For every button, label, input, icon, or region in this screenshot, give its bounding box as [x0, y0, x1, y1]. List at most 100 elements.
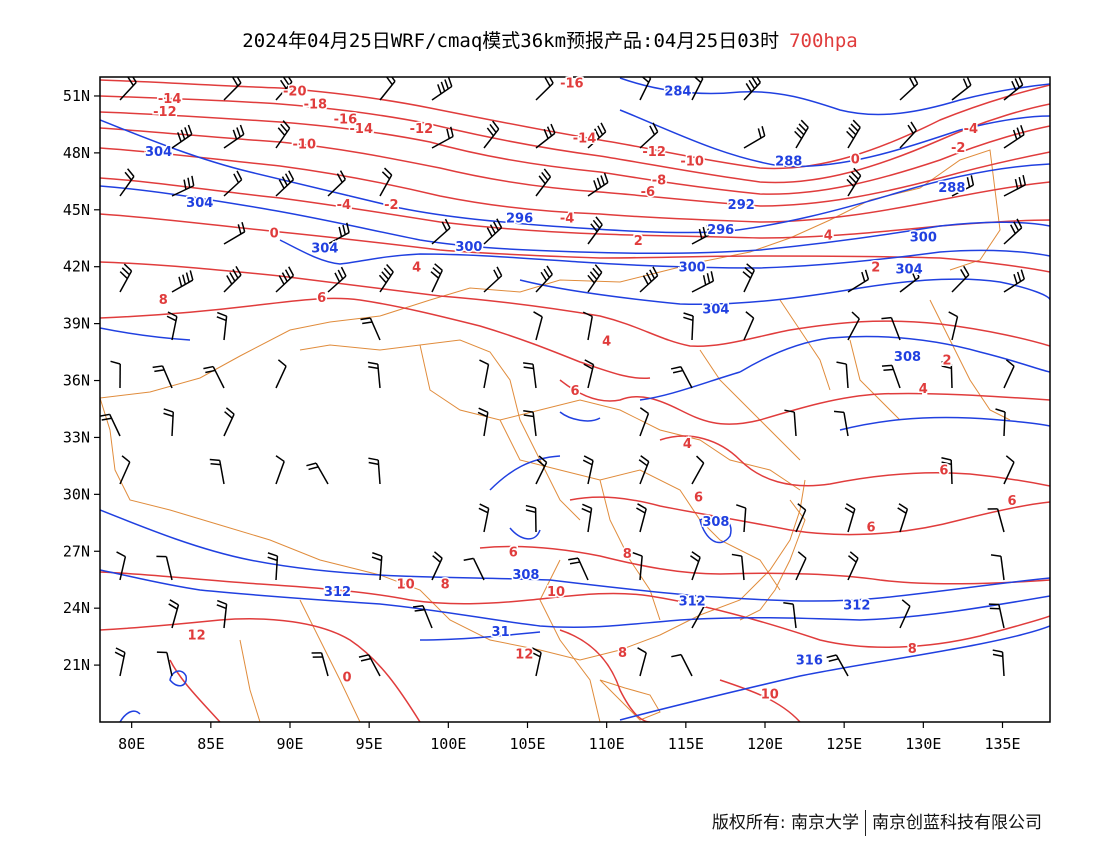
wind-barb	[951, 77, 972, 101]
temperature-label: -12	[153, 105, 177, 120]
wind-barb	[638, 455, 650, 485]
geopotential-label: 312	[324, 585, 351, 600]
wind-barb	[171, 175, 195, 197]
wind-barb	[156, 555, 173, 581]
wind-barb	[846, 119, 861, 149]
temperature-labels: -16-14-12-20-18-16-14 -12-10 -14-12-10-8-6…	[152, 75, 1018, 704]
wind-barb	[114, 647, 126, 677]
temperature-label: -4	[560, 211, 574, 226]
wind-barb	[1003, 359, 1015, 389]
wind-barb	[783, 601, 797, 629]
wind-barb	[533, 311, 543, 341]
wind-barb	[639, 266, 659, 293]
temperature-label: 6	[317, 291, 326, 306]
wind-barb	[156, 651, 173, 677]
wind-barb	[171, 270, 194, 293]
lat-tick-label: 45N	[63, 201, 90, 219]
wind-barb	[847, 269, 870, 293]
geopotential-label: 31	[492, 625, 510, 640]
wind-barb	[844, 503, 856, 533]
wind-barb	[948, 311, 959, 341]
wind-barb	[119, 455, 131, 485]
wind-barb	[209, 458, 225, 485]
geopotential-label: 316	[796, 653, 823, 668]
temperature-label: -6	[641, 185, 655, 200]
wind-barb	[110, 360, 121, 389]
wind-barb	[795, 503, 807, 533]
temperature-label: 10	[761, 688, 779, 703]
wind-barb	[899, 267, 920, 293]
wind-barb	[275, 455, 285, 485]
temperature-label: 2	[634, 234, 643, 249]
temperature-label: -12	[642, 145, 666, 160]
temperature-label: -4	[337, 198, 351, 213]
wind-barb	[116, 551, 127, 581]
wind-barb	[479, 359, 490, 389]
plot-frame	[99, 76, 1051, 723]
wind-barb	[275, 120, 291, 149]
wind-barb	[731, 553, 745, 581]
longitude-axis: 80E 85E 90E 95E 100E 105E 110E 115E 120E 125E 130E…	[118, 722, 1021, 753]
wind-barb	[587, 122, 607, 149]
temperature-label: 12	[188, 629, 206, 644]
wind-barb	[379, 167, 393, 197]
wind-barb	[535, 265, 553, 293]
geopotential-contours	[100, 77, 1050, 722]
temperature-label: 6	[939, 464, 948, 479]
wind-barb	[463, 557, 485, 581]
wind-barb	[327, 266, 347, 293]
lon-tick-label: 95E	[356, 735, 383, 753]
footer-company: 南京创蓝科技有限公司	[872, 813, 1042, 833]
lon-tick-label: 115E	[668, 735, 704, 753]
wind-barb	[368, 457, 381, 485]
lat-tick-label: 21N	[63, 656, 90, 674]
wind-barb	[736, 504, 747, 533]
geopotential-label: 304	[145, 145, 172, 160]
wind-barb	[477, 407, 489, 437]
temperature-label: 0	[851, 153, 860, 168]
temperature-label: -4	[964, 122, 978, 137]
wind-barb	[899, 599, 911, 629]
wind-barb	[275, 266, 295, 293]
wind-barb	[988, 603, 1005, 629]
temperature-label: -14	[158, 92, 182, 107]
wind-barb	[582, 311, 593, 341]
geopotential-label: 288	[938, 181, 965, 196]
geopotential-label: 296	[707, 223, 734, 238]
temperature-label: -14	[350, 122, 374, 137]
temperature-label: 0	[270, 227, 279, 242]
wind-barb	[535, 455, 548, 485]
geopotential-label: 308	[894, 350, 921, 365]
title-level: 700hpa	[789, 30, 858, 52]
wind-barb	[430, 263, 443, 293]
wind-barb	[530, 647, 542, 677]
wind-barb	[223, 170, 243, 197]
wind-barb	[223, 407, 235, 437]
geopotential-label: 284	[664, 84, 691, 99]
wind-barb	[166, 311, 178, 341]
wind-barb	[1003, 77, 1024, 101]
title-main: 2024年04月25日WRF/cmaq模式36km预报产品:04月25日03时	[242, 30, 780, 52]
wind-barb	[794, 119, 809, 149]
wind-barb	[275, 170, 295, 197]
wind-barb	[378, 264, 394, 293]
temperature-label: 10	[397, 578, 415, 593]
temperature-label: -20	[283, 84, 307, 99]
wind-barb	[223, 266, 242, 293]
lat-tick-label: 39N	[63, 315, 90, 333]
geopotential-label: 308	[702, 515, 729, 530]
temperature-label: 6	[1007, 494, 1016, 509]
wind-barb	[367, 361, 381, 389]
wind-barb	[311, 652, 329, 677]
wind-barb	[992, 649, 1005, 677]
wind-barb	[846, 167, 862, 197]
wind-barb	[742, 263, 755, 293]
wind-barb	[267, 552, 279, 581]
wind-barb	[100, 413, 121, 437]
wind-barb	[632, 551, 643, 581]
wind-barb	[431, 218, 451, 245]
temperature-label: 10	[547, 585, 565, 600]
lon-tick-label: 110E	[589, 735, 625, 753]
temperature-label: -14	[573, 132, 597, 147]
